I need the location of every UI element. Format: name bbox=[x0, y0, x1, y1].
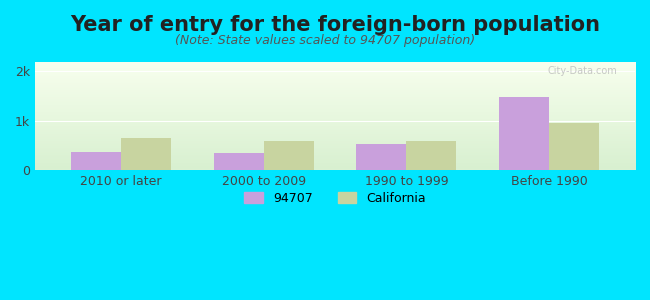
Text: City-Data.com: City-Data.com bbox=[547, 66, 617, 76]
Bar bbox=[214, 153, 263, 170]
Bar bbox=[499, 97, 549, 170]
Text: (Note: State values scaled to 94707 population): (Note: State values scaled to 94707 popu… bbox=[175, 34, 475, 47]
Title: Year of entry for the foreign-born population: Year of entry for the foreign-born popul… bbox=[70, 15, 600, 35]
Bar bbox=[263, 141, 313, 170]
Bar bbox=[356, 144, 406, 170]
Bar bbox=[71, 152, 121, 170]
Bar bbox=[406, 141, 456, 170]
Bar bbox=[121, 138, 171, 170]
Bar bbox=[549, 123, 599, 170]
Legend: 94707, California: 94707, California bbox=[239, 187, 431, 210]
